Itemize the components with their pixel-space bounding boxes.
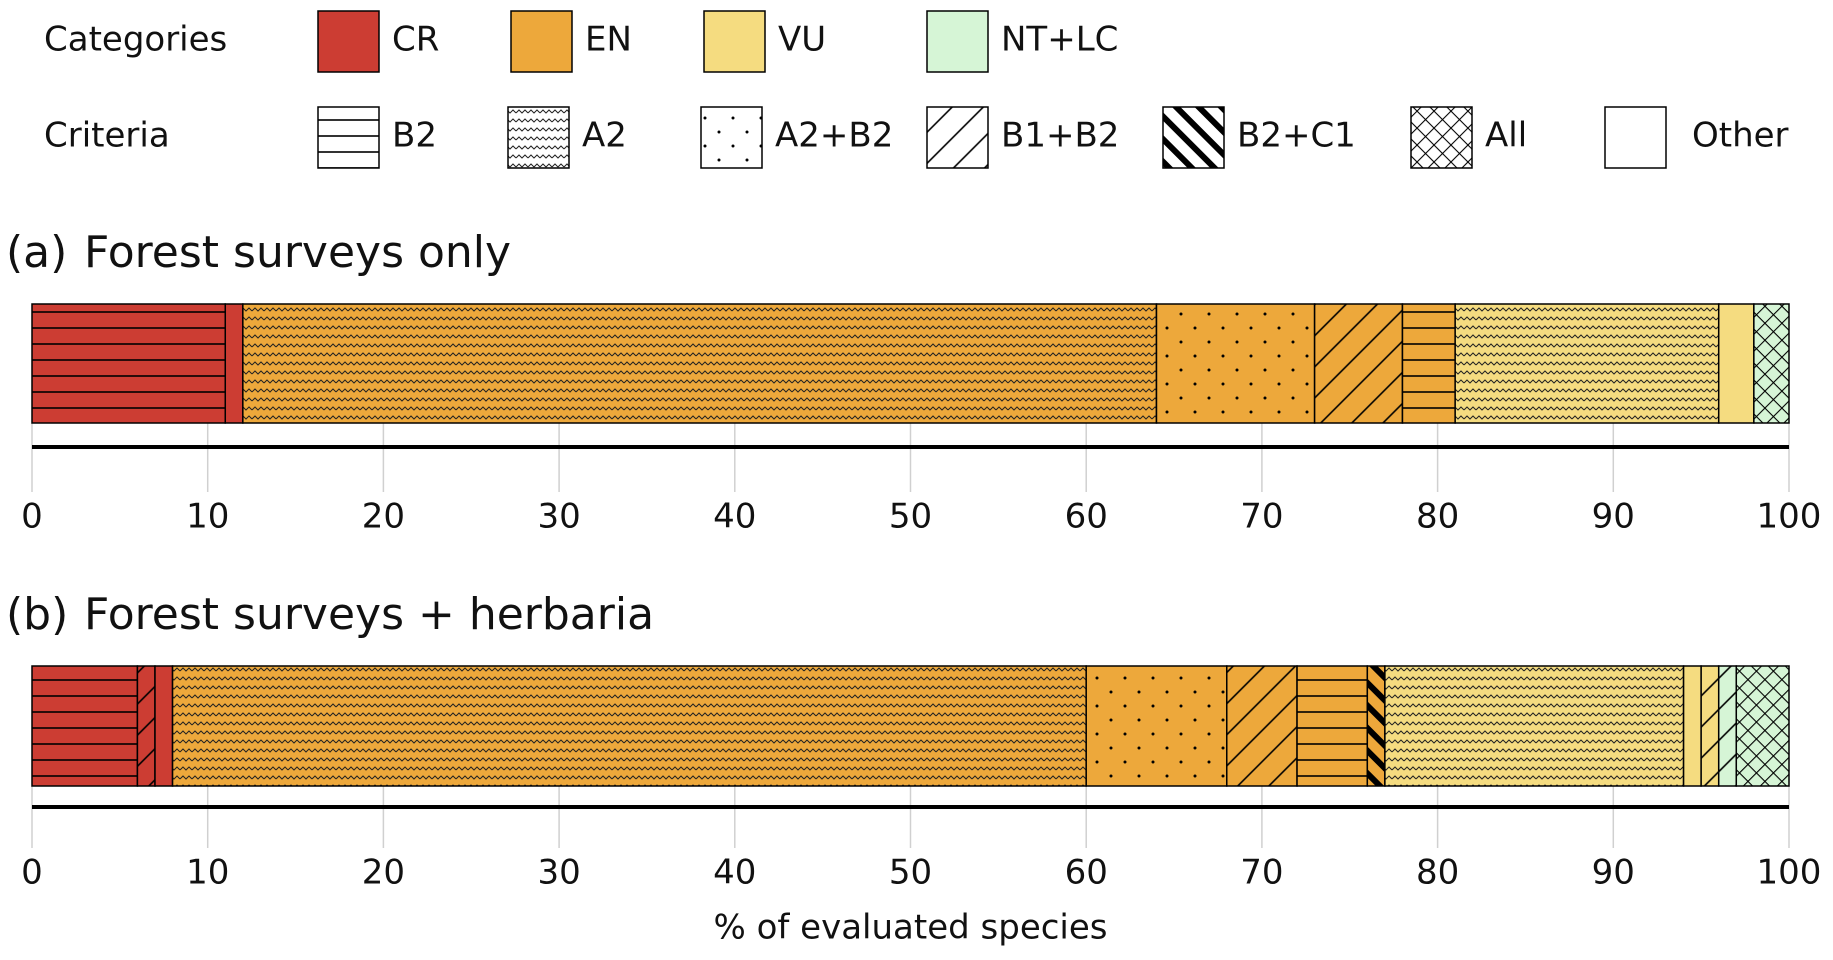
legend-swatch-pattern — [1604, 106, 1667, 169]
x-tick-label: 90 — [1592, 853, 1635, 893]
bar-segment-pattern — [1366, 665, 1386, 787]
x-tick-label: 30 — [537, 853, 580, 893]
legend-label: NT+LC — [1001, 20, 1118, 60]
x-tick-label: 10 — [186, 853, 229, 893]
x-tick-label: 80 — [1416, 497, 1459, 537]
bar-segment-pattern — [1226, 665, 1298, 787]
x-tick-label: 100 — [1757, 497, 1822, 537]
legend-swatch — [317, 10, 380, 73]
legend-swatch — [1605, 107, 1666, 168]
legend-swatch — [703, 10, 766, 73]
bar-segment-pattern — [1313, 303, 1404, 424]
legend-swatch — [510, 10, 573, 73]
bar-segment-pattern — [31, 665, 139, 787]
bar-segment-pattern — [1700, 665, 1720, 787]
legend-label: A2+B2 — [775, 116, 893, 156]
legend-label: Other — [1692, 116, 1789, 156]
panel-label: (b) — [6, 589, 68, 640]
x-tick-label: 90 — [1592, 497, 1635, 537]
bar-segment-pattern — [1735, 665, 1790, 787]
legend-swatch-pattern — [1162, 106, 1225, 169]
bar-segment-pattern — [1296, 665, 1369, 787]
legend-label: B1+B2 — [1001, 116, 1119, 156]
chart-title: Forest surveys only — [84, 227, 511, 278]
legend-swatch-pattern — [700, 106, 763, 169]
bar-segment-pattern — [1384, 665, 1685, 787]
legend-label: B2+C1 — [1237, 116, 1356, 156]
x-tick-label: 60 — [1065, 497, 1108, 537]
x-tick-label: 100 — [1757, 853, 1822, 893]
bar-segment-pattern — [1717, 665, 1738, 787]
legend-swatch-pattern — [926, 106, 989, 169]
legend-swatch-pattern — [317, 106, 380, 169]
x-tick-label: 80 — [1416, 853, 1459, 893]
bar-segment-pattern — [1401, 303, 1456, 424]
x-tick-label: 30 — [537, 497, 580, 537]
bar-segment-pattern — [242, 303, 1158, 424]
panel-label: (a) — [6, 227, 67, 278]
x-tick-label: 70 — [1240, 497, 1283, 537]
x-tick-label: 20 — [362, 853, 405, 893]
x-tick-label: 20 — [362, 497, 405, 537]
bar-segment-pattern — [136, 665, 156, 787]
bar-segment — [1718, 304, 1754, 423]
legend-label: B2 — [392, 116, 437, 156]
legend-swatch-pattern — [1410, 106, 1473, 169]
legend-label: EN — [585, 20, 632, 60]
x-tick-label: 40 — [713, 853, 756, 893]
legend-label: CR — [392, 20, 439, 60]
legend-label: All — [1485, 116, 1527, 156]
legend-swatch — [926, 10, 989, 73]
bar-segment-pattern — [1085, 665, 1228, 787]
bar-segment — [154, 666, 173, 786]
bar-segment-pattern — [1454, 303, 1720, 424]
legend-swatch-pattern — [507, 106, 570, 169]
bar-segment-pattern — [1155, 303, 1316, 424]
x-tick-label: 40 — [713, 497, 756, 537]
x-tick-label: 70 — [1240, 853, 1283, 893]
bar-segment-pattern — [1753, 303, 1790, 424]
bar-segment — [225, 304, 243, 423]
legend-categories-label: Categories — [44, 20, 227, 60]
legend-label: VU — [778, 20, 826, 60]
x-tick-label: 50 — [889, 853, 932, 893]
legend-label: A2 — [582, 116, 627, 156]
x-axis-label: % of evaluated species — [713, 908, 1107, 948]
x-tick-label: 50 — [889, 497, 932, 537]
bar-segment — [1683, 666, 1702, 786]
legend-criteria-label: Criteria — [44, 116, 170, 156]
x-tick-label: 0 — [21, 497, 43, 537]
chart-title: Forest surveys + herbaria — [84, 589, 654, 640]
bar-segment-pattern — [31, 303, 227, 424]
x-tick-label: 60 — [1065, 853, 1108, 893]
x-tick-label: 10 — [186, 497, 229, 537]
bar-segment-pattern — [171, 665, 1087, 787]
x-tick-label: 0 — [21, 853, 43, 893]
